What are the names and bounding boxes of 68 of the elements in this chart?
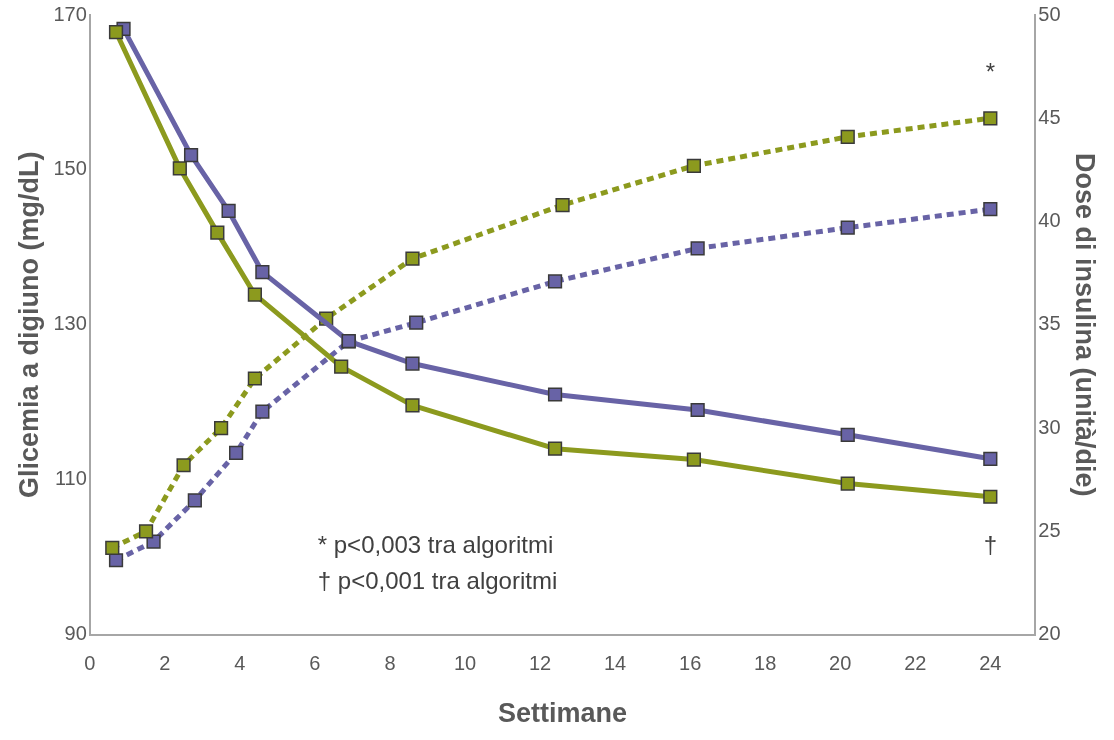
y2-tick-label: 45 [1038,105,1061,128]
x-tick-label: 2 [159,652,171,675]
point [210,225,225,240]
y2-axis-title: Dose di insulina (unità/die) [1070,153,1101,497]
x-tick-label: 4 [234,652,246,675]
x-tick-label: 20 [829,652,852,675]
y2-tick-label: 40 [1038,209,1061,232]
point [840,220,855,235]
y2-tick-label: 25 [1038,518,1061,541]
point [334,359,349,374]
point [213,420,229,436]
x-tick-label: 18 [754,652,777,675]
point [840,129,855,144]
annotation: * p<0,003 tra algoritmi [317,531,554,559]
point [108,24,124,40]
point [983,451,998,466]
y-tick-label: 90 [64,622,87,645]
point [176,458,191,473]
point [840,476,855,491]
point [686,158,702,173]
y2-tick-label: 35 [1038,312,1061,335]
point [686,452,702,467]
y2-tick-label: 20 [1038,622,1061,645]
x-axis-title: Settimane [498,698,628,729]
point [187,493,202,508]
x-tick-label: 8 [384,652,396,675]
point [229,445,244,460]
point [547,387,563,402]
x-tick-label: 0 [84,652,96,675]
x-tick-label: 22 [904,652,927,675]
y-axis-title: Glicemia a digiuno (mg/dL) [13,151,44,499]
point [405,398,420,413]
point [983,202,998,217]
x-tick-label: 14 [603,652,627,675]
point [555,197,570,213]
point [690,402,705,418]
point [255,265,270,280]
point [183,148,199,163]
annotation: † p<0,001 tra algoritmi [317,567,558,595]
point [221,203,236,219]
point [547,441,563,456]
x-tick-label: 16 [679,652,702,675]
y-tick-label: 110 [54,467,87,490]
x-tick-label: 24 [979,652,1002,675]
point [983,489,998,504]
point [405,356,420,371]
y2-tick-label: 30 [1038,415,1061,438]
point [840,427,855,442]
point [983,111,998,126]
annotation: † [983,531,998,559]
point [547,274,563,289]
x-tick-label: 12 [528,652,552,675]
y2-tick-label: 50 [1038,2,1061,25]
point [255,404,270,419]
point [138,524,154,539]
point [172,161,187,176]
x-tick-label: 6 [309,652,321,675]
point [409,315,424,330]
point [247,371,262,386]
y-tick-label: 130 [53,312,87,335]
annotation: * [985,57,995,85]
point [247,287,262,302]
y-tick-label: 150 [53,157,87,180]
point [105,540,120,555]
point [690,241,705,256]
x-tick-label: 10 [453,652,477,675]
y-tick-label: 170 [53,2,87,25]
point [405,251,420,266]
